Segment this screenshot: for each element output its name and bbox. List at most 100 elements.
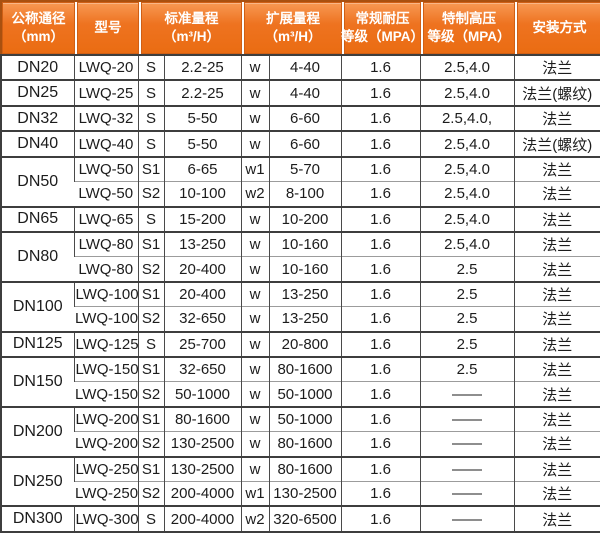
installation-cell: 法兰 (513, 231, 600, 257)
special-pressure-cell: 2.5,4.0 (419, 79, 514, 106)
s-code-cell: S (137, 330, 164, 358)
special-pressure-cell: 2.5,4.0, (419, 104, 514, 132)
regular-pressure-cell: 1.6 (340, 256, 420, 282)
model-cell: LWQ-80 (74, 256, 138, 282)
installation-cell: 法兰 (513, 155, 600, 182)
table-row: DN300 LWQ-300 S 200-4000 w2 320-6500 1.6 —— 法兰 (1, 505, 600, 532)
s-code-cell: S (137, 205, 164, 233)
special-pressure-cell: —— (419, 405, 514, 432)
special-pressure-cell: 2.5,4.0 (419, 53, 514, 81)
header-model: 型号 (75, 2, 139, 54)
header-special-pressure: 特制高压 等级（MPA） (421, 2, 515, 54)
regular-pressure-cell: 1.6 (340, 205, 420, 233)
model-cell: LWQ-250 (74, 481, 138, 507)
header-line: 公称通径 (11, 10, 66, 26)
extended-range-cell: 5-70 (268, 155, 341, 182)
table-row: LWQ-80 S2 20-400 w 10-160 1.6 2.5 法兰 (1, 256, 600, 282)
regular-pressure-cell: 1.6 (340, 280, 420, 307)
s-code-cell: S (137, 53, 164, 81)
table-row: DN125 LWQ-125 S 25-700 w 20-800 1.6 2.5 法兰 (1, 330, 600, 358)
dn-cell: DN125 (1, 330, 74, 358)
installation-cell: 法兰 (513, 455, 600, 482)
table-row: LWQ-150 S2 50-1000 w 50-1000 1.6 —— 法兰 (1, 381, 600, 407)
w-code-cell: w2 (240, 181, 269, 207)
regular-pressure-cell: 1.6 (340, 130, 420, 157)
table-row: DN250 LWQ-250 S1 130-2500 w 80-1600 1.6 —— 法兰 (1, 455, 600, 507)
regular-pressure-cell: 1.6 (340, 405, 420, 432)
standard-range-cell: 32-650 (163, 306, 241, 332)
regular-pressure-cell: 1.6 (340, 79, 420, 106)
installation-cell: 法兰(螺纹) (513, 79, 600, 106)
installation-cell: 法兰 (513, 356, 600, 382)
header-line: 标准量程 (164, 10, 219, 26)
extended-range-cell: 13-250 (268, 306, 341, 332)
s-code-cell: S1 (137, 231, 164, 257)
w-code-cell: w (240, 405, 269, 432)
model-cell: LWQ-40 (73, 130, 138, 157)
model-cell: LWQ-150 (73, 356, 138, 382)
model-cell: LWQ-20 (73, 53, 138, 81)
w-code-cell: w1 (240, 481, 269, 507)
w-code-cell: w (240, 431, 269, 457)
extended-range-cell: 20-800 (268, 330, 341, 358)
regular-pressure-cell: 1.6 (340, 231, 420, 257)
standard-range-cell: 32-650 (163, 356, 241, 382)
w-code-cell: w (240, 79, 269, 106)
model-cell: LWQ-32 (73, 104, 138, 132)
s-code-cell: S (137, 505, 164, 532)
table-row: DN50 LWQ-50 S1 6-65 w1 5-70 1.6 2.5,4.0 法兰 (1, 155, 600, 207)
special-pressure-cell: 2.5,4.0 (419, 205, 514, 233)
s-code-cell: S2 (137, 481, 164, 507)
dn-cell: DN65 (1, 205, 74, 233)
spec-table-body: DN20 LWQ-20 S 2.2-25 w 4-40 1.6 2.5,4.0 法兰 DN25 LW… (0, 53, 600, 533)
header-line: 常规耐压 (355, 10, 410, 26)
regular-pressure-cell: 1.6 (340, 481, 420, 507)
table-row: LWQ-50 S2 10-100 w2 8-100 1.6 2.5,4.0 法兰 (1, 181, 600, 207)
model-cell: LWQ-100 (74, 306, 138, 332)
table-row: DN25 LWQ-25 S 2.2-25 w 4-40 1.6 2.5,4.0 法兰(螺纹) (1, 79, 600, 106)
model-cell: LWQ-150 (74, 381, 138, 407)
extended-range-cell: 50-1000 (268, 381, 341, 407)
table-row: DN40 LWQ-40 S 5-50 w 6-60 1.6 2.5,4.0 法兰(螺纹) (1, 130, 600, 157)
special-pressure-cell: 2.5,4.0 (419, 155, 514, 182)
model-cell: LWQ-200 (73, 405, 138, 432)
dn-cell: DN100 (1, 280, 74, 332)
standard-range-cell: 200-4000 (163, 481, 241, 507)
standard-range-cell: 130-2500 (163, 455, 241, 482)
s-code-cell: S2 (137, 381, 164, 407)
w-code-cell: w (240, 104, 269, 132)
installation-cell: 法兰 (513, 505, 600, 532)
w-code-cell: w (240, 306, 269, 332)
standard-range-cell: 5-50 (163, 104, 241, 132)
extended-range-cell: 6-60 (268, 130, 341, 157)
header-line: 型号 (94, 19, 122, 35)
w-code-cell: w (240, 256, 269, 282)
standard-range-cell: 200-4000 (163, 505, 241, 532)
dn-cell: DN250 (1, 455, 74, 507)
regular-pressure-cell: 1.6 (340, 356, 420, 382)
standard-range-cell: 15-200 (163, 205, 241, 233)
extended-range-cell: 50-1000 (268, 405, 341, 432)
standard-range-cell: 5-50 (163, 130, 241, 157)
special-pressure-cell: —— (419, 505, 514, 532)
s-code-cell: S (137, 104, 164, 132)
header-extended-range: 扩展量程 （m³/H） (242, 2, 342, 54)
installation-cell: 法兰 (513, 405, 600, 432)
dn-cell: DN150 (1, 356, 74, 407)
special-pressure-cell: 2.5 (419, 306, 514, 332)
dn-cell: DN20 (1, 53, 74, 81)
table-row: LWQ-250 S2 200-4000 w1 130-2500 1.6 —— 法兰 (1, 481, 600, 507)
w-code-cell: w2 (240, 505, 269, 532)
header-line: 扩展量程 (266, 10, 320, 26)
table-row: LWQ-200 S2 130-2500 w 80-1600 1.6 —— 法兰 (1, 431, 600, 457)
s-code-cell: S2 (137, 431, 164, 457)
installation-cell: 法兰 (513, 205, 600, 233)
s-code-cell: S (137, 130, 164, 157)
w-code-cell: w (240, 280, 269, 307)
dn-cell: DN40 (1, 130, 74, 157)
header-line: （m³/H） (264, 29, 322, 44)
s-code-cell: S1 (137, 280, 164, 307)
dn-cell: DN50 (1, 155, 74, 207)
model-cell: LWQ-50 (74, 181, 138, 207)
dn-cell: DN32 (1, 104, 74, 132)
